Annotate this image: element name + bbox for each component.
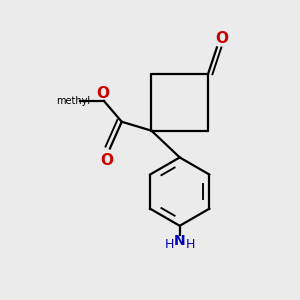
Text: H: H (165, 238, 174, 251)
Text: methyl: methyl (56, 96, 90, 106)
Text: O: O (215, 31, 228, 46)
Text: N: N (174, 234, 185, 248)
Text: O: O (96, 86, 109, 101)
Text: O: O (100, 153, 113, 168)
Text: H: H (185, 238, 195, 251)
